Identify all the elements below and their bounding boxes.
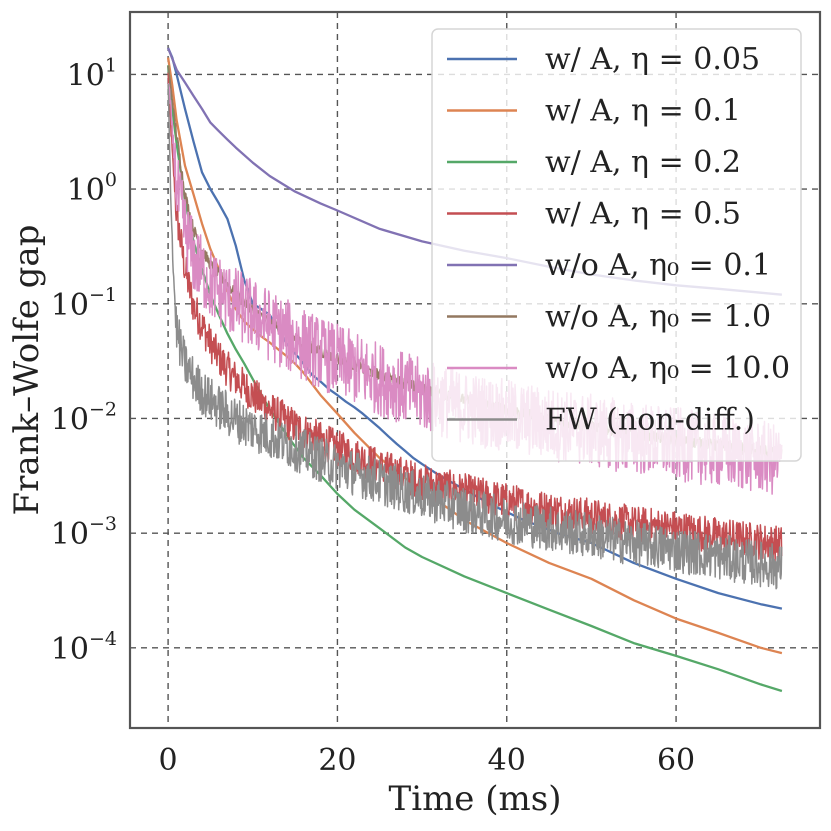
x-tick-label: 60: [657, 743, 695, 778]
y-tick-label: 10−3: [51, 513, 117, 552]
y-axis-title: Frank–Wolfe gap: [7, 225, 47, 516]
legend-label: w/o A, η₀ = 0.1: [545, 248, 771, 283]
x-axis-title: Time (ms): [389, 779, 562, 819]
y-tick-label: 10−2: [51, 398, 117, 437]
legend-box: [431, 28, 802, 462]
x-tick-label: 20: [318, 743, 356, 778]
x-tick-label: 0: [159, 743, 178, 778]
legend: w/ A, η = 0.05 w/ A, η = 0.1 w/ A, η = 0.2…: [431, 28, 802, 462]
y-tick-label: 10−1: [51, 284, 117, 323]
legend-label: FW (non-diff.): [545, 403, 755, 438]
legend-label: w/ A, η = 0.5: [545, 197, 741, 232]
x-tick-label: 40: [488, 743, 526, 778]
series-line: [167, 84, 783, 590]
x-tick-labels: 0 20 40 60: [159, 743, 696, 778]
legend-label: w/ A, η = 0.05: [545, 42, 760, 77]
legend-label: w/o A, η₀ = 1.0: [545, 300, 771, 335]
legend-label: w/o A, η₀ = 10.0: [545, 351, 790, 386]
y-tick-label: 101: [67, 54, 117, 93]
legend-label: w/ A, η = 0.2: [545, 145, 741, 180]
series-line: [166, 57, 783, 655]
plot-frame: [128, 10, 822, 730]
series-line: [167, 72, 783, 563]
y-tick-label: 100: [67, 169, 117, 208]
y-tick-labels: 101 100 10−1 10−2 10−3 10−4: [51, 54, 117, 666]
legend-label: w/ A, η = 0.1: [545, 94, 741, 129]
y-tick-label: 10−4: [51, 628, 117, 667]
